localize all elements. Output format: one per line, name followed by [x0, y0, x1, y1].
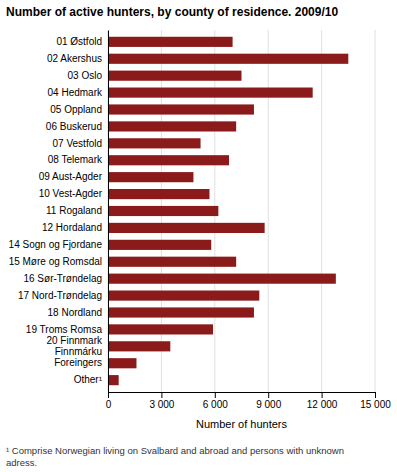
tick: 20 FinnmarkFinnmárku	[46, 335, 108, 357]
y-axis: 01 Østfold 02 Akershus 03 Oslo 04 Hedmark 05…	[9, 31, 109, 393]
tick-label: 9 000	[256, 399, 281, 410]
tick-mark	[375, 392, 376, 398]
bar	[108, 54, 348, 64]
bar	[108, 206, 218, 216]
tick: 15 000	[360, 392, 391, 410]
tick: 19 Troms Romsa	[26, 324, 108, 335]
bar	[108, 240, 211, 250]
tick: 07 Vestfold	[53, 138, 108, 149]
bar	[108, 121, 236, 131]
tick-label: 18 Nordland	[48, 307, 102, 318]
tick-label: Foreingers	[54, 357, 102, 368]
bar	[108, 88, 313, 98]
bar	[108, 358, 136, 368]
tick-mark	[161, 392, 162, 398]
bar	[108, 274, 336, 284]
tick-label: 12 000	[307, 399, 338, 410]
tick: 10 Vest-Agder	[39, 188, 108, 199]
grid-line	[375, 30, 376, 392]
bar	[108, 341, 170, 351]
bar	[108, 138, 201, 148]
tick-label: Other¹	[74, 374, 103, 385]
x-axis: 0 3 000 6 000 9 000 12 000 15 000	[106, 392, 392, 410]
tick-label: 06 Buskerud	[46, 121, 102, 132]
tick: 3 000	[149, 392, 174, 410]
bar	[108, 307, 254, 317]
tick: 12 Hordaland	[42, 222, 108, 233]
tick: 02 Akershus	[47, 53, 108, 64]
tick-label: 14 Sogn og Fjordane	[9, 239, 103, 250]
tick: 18 Nordland	[48, 307, 108, 318]
tick: 0	[106, 392, 112, 410]
tick-label: 16 Sør-Trøndelag	[23, 273, 102, 284]
tick: 05 Oppland	[50, 104, 108, 115]
tick-label: 0	[106, 399, 112, 410]
footnote: ¹ Comprise Norwegian living on Svalbard …	[6, 445, 344, 468]
bar	[108, 172, 193, 182]
axis-line	[109, 393, 376, 399]
tick-label: 09 Aust-Agder	[39, 171, 103, 182]
tick-label: 3 000	[149, 399, 174, 410]
bar	[108, 104, 254, 114]
bar	[108, 223, 265, 233]
tick-mark	[268, 392, 269, 398]
x-axis-title: Number of hunters	[196, 418, 288, 430]
tick-label: 08 Telemark	[48, 154, 103, 165]
tick-label: 11 Rogaland	[46, 205, 102, 216]
tick-label: 6 000	[203, 399, 228, 410]
grid-line	[108, 30, 109, 392]
tick: 01 Østfold	[56, 36, 108, 47]
tick-label: 20 FinnmarkFinnmárku	[46, 335, 103, 357]
tick: 06 Buskerud	[46, 121, 108, 132]
grid-line	[321, 30, 322, 392]
bars	[108, 37, 348, 385]
bar	[108, 257, 236, 267]
tick-label: 01 Østfold	[56, 36, 102, 47]
tick: 16 Sør-Trøndelag	[23, 273, 108, 284]
tick-label: 15 Møre og Romsdal	[9, 256, 102, 267]
tick: 14 Sogn og Fjordane	[9, 239, 108, 250]
chart: Number of active hunters, by county of r…	[0, 0, 397, 472]
bar	[108, 375, 119, 385]
tick: 15 Møre og Romsdal	[9, 256, 108, 267]
tick-label: 19 Troms Romsa	[26, 324, 103, 335]
tick: Other¹	[74, 374, 108, 385]
tick-mark	[108, 392, 109, 398]
tick-mark	[215, 392, 216, 398]
tick: 11 Rogaland	[46, 205, 108, 216]
bar	[108, 189, 209, 199]
tick: 03 Oslo	[68, 70, 108, 81]
tick: 04 Hedmark	[48, 87, 108, 98]
tick: 08 Telemark	[48, 154, 108, 165]
tick-label: 03 Oslo	[68, 70, 103, 81]
tick-label: 17 Nord-Trøndelag	[18, 290, 102, 301]
tick: 17 Nord-Trøndelag	[18, 290, 108, 301]
tick: 12 000	[307, 392, 338, 410]
tick-label: 10 Vest-Agder	[39, 188, 103, 199]
tick-label: 12 Hordaland	[42, 222, 102, 233]
bar	[108, 71, 242, 81]
tick: 6 000	[203, 392, 228, 410]
tick-label: 05 Oppland	[50, 104, 102, 115]
plot: 0 3 000 6 000 9 000 12 000 15 000 01 Østfold 02…	[9, 30, 392, 410]
grid-line	[268, 30, 269, 392]
tick: 9 000	[256, 392, 281, 410]
bar	[108, 324, 213, 334]
tick: 09 Aust-Agder	[39, 171, 108, 182]
axis-line	[108, 31, 109, 393]
tick-label: 07 Vestfold	[53, 138, 102, 149]
tick-mark	[322, 392, 323, 398]
bar	[108, 155, 229, 165]
bar	[108, 37, 233, 47]
tick-label: 15 000	[360, 399, 391, 410]
title: Number of active hunters, by county of r…	[6, 5, 338, 19]
bar	[108, 291, 259, 301]
tick-label: 02 Akershus	[47, 53, 102, 64]
tick: Foreingers	[54, 357, 108, 368]
tick-label: 04 Hedmark	[48, 87, 103, 98]
grid	[108, 30, 375, 392]
